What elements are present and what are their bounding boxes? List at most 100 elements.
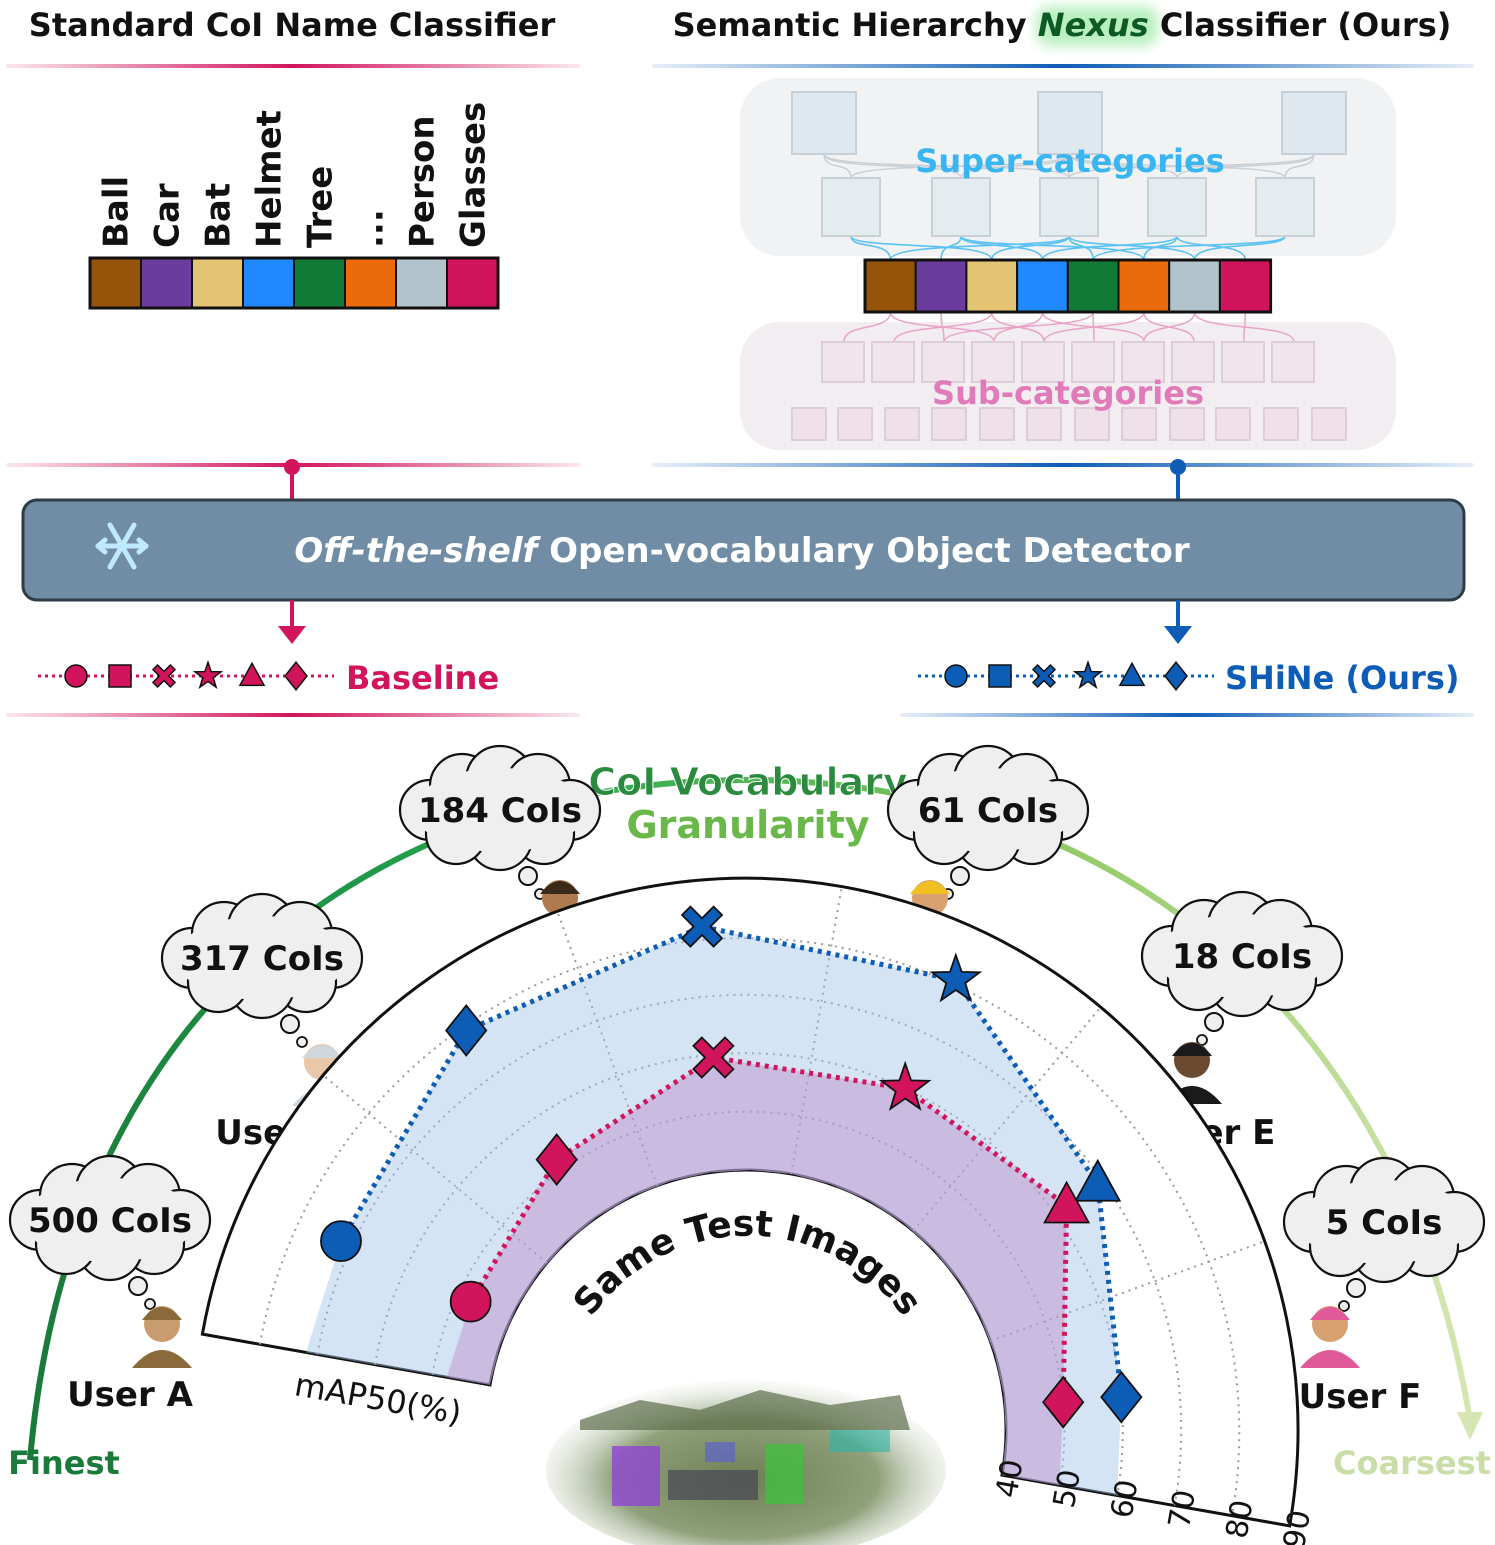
nexus-cell-7 — [1168, 259, 1221, 313]
radar-point-baseline-6 — [1042, 1375, 1085, 1429]
sub-node-b-11 — [1263, 407, 1299, 441]
radar-point-baseline-3 — [692, 1036, 735, 1079]
super-link — [1068, 153, 1071, 179]
super-to-class-link — [960, 235, 1044, 261]
super-to-class-link — [1143, 235, 1178, 261]
ours-output-arrowhead — [1164, 626, 1192, 644]
super-link — [850, 153, 1071, 179]
legend-baseline-underline — [6, 713, 580, 717]
granularity-label-2: Granularity — [626, 803, 869, 847]
class-to-sub-link — [1243, 311, 1246, 343]
legend-ours-label: SHiNe (Ours) — [1225, 659, 1459, 697]
legend-marker-diamond — [1164, 661, 1188, 691]
sub-node-b-10 — [1215, 407, 1251, 441]
detector-box — [21, 498, 1466, 602]
baseline-output-arrowhead — [278, 626, 306, 644]
radar-point-ours-6 — [1100, 1370, 1143, 1424]
super-link — [1068, 153, 1315, 179]
radar-point-ours-2 — [445, 1004, 488, 1057]
super-link — [823, 153, 962, 179]
sub-node-b-9 — [1169, 407, 1205, 441]
right-title: Semantic Hierarchy Nexus Classifier (Our… — [673, 6, 1452, 44]
nexus-cell-4 — [1016, 259, 1069, 313]
sub-node-a-2 — [871, 341, 915, 383]
super-to-class-link — [960, 235, 1145, 261]
sub-category-nodes — [791, 341, 1347, 441]
ours-separator — [652, 463, 1474, 467]
radar-tick-90: 90 — [1277, 1508, 1318, 1545]
legend-ours-markers — [918, 659, 1214, 691]
super-node-top-1 — [791, 91, 857, 155]
detector-label: Off-the-shelf Open-vocabulary Object Det… — [294, 531, 1189, 571]
sub-node-b-8 — [1121, 407, 1157, 441]
class-label-8: Glasses — [454, 102, 494, 248]
sub-node-b-4 — [931, 407, 967, 441]
class-to-sub-link — [1143, 311, 1196, 343]
legend-marker-triangle — [238, 661, 266, 687]
sub-node-a-3 — [921, 341, 965, 383]
super-categories-label: Super-categories — [915, 142, 1224, 180]
radar-point-baseline-1 — [449, 1280, 492, 1323]
coarsest-label: Coarsest — [1333, 1444, 1491, 1482]
user-name-6: User F — [1299, 1377, 1422, 1417]
legend-marker-x — [1031, 663, 1057, 689]
sub-node-b-6 — [1026, 407, 1062, 441]
user-cloud-1 — [8, 1154, 212, 1310]
super-category-nodes — [791, 91, 1347, 237]
radar-tick-60: 60 — [1104, 1477, 1145, 1521]
user-name-1: User A — [67, 1375, 194, 1415]
legend-marker-circle — [944, 664, 968, 688]
super-to-class-link — [1092, 235, 1286, 261]
radar-line-ours — [338, 923, 1124, 1398]
radar-tick-70: 70 — [1162, 1487, 1203, 1531]
nexus-cell-6 — [1117, 259, 1171, 313]
nexus-cell-3 — [965, 259, 1019, 313]
nexus-cell-8 — [1218, 259, 1272, 313]
nexus-bar-frame — [863, 258, 1273, 314]
super-link — [1069, 153, 1178, 179]
left-title: Standard CoI Name Classifier — [29, 6, 556, 44]
user-avatar-1 — [132, 1306, 192, 1368]
sub-node-b-3 — [884, 407, 920, 441]
legend-marker-square — [108, 664, 132, 688]
nexus-cell-2 — [914, 259, 968, 313]
class-cell-8 — [446, 257, 499, 309]
class-cell-4 — [242, 257, 295, 309]
class-to-sub-link — [1043, 311, 1145, 343]
super-node-mid-5 — [1255, 177, 1315, 237]
radar-area-ours — [305, 926, 1122, 1496]
super-link — [1176, 153, 1315, 179]
granularity-arrowhead — [1457, 1412, 1483, 1440]
sub-node-b-12 — [1311, 407, 1347, 441]
super-to-class-link — [1193, 235, 1286, 261]
sub-node-a-7 — [1121, 341, 1165, 383]
super-to-class-link — [850, 235, 892, 261]
sub-node-a-9 — [1221, 341, 1265, 383]
legend-marker-square — [988, 664, 1012, 688]
super-node-mid-4 — [1147, 177, 1207, 237]
radar-area-baseline — [446, 1057, 1067, 1486]
radar-point-baseline-5 — [1043, 1180, 1091, 1224]
user-coi-count-3: 184 CoIs — [418, 791, 582, 831]
user-coi-count-1: 500 CoIs — [28, 1201, 192, 1241]
sub-node-a-1 — [821, 341, 865, 383]
super-to-class-link — [1041, 235, 1178, 261]
legend-marker-star — [192, 659, 224, 689]
class-label-1: Ball — [97, 176, 137, 248]
class-to-sub-link — [893, 311, 993, 343]
class-bar-frame — [88, 256, 500, 310]
legend-marker-triangle — [1118, 661, 1146, 687]
legend-baseline-markers — [38, 659, 334, 691]
class-to-sub-link — [843, 311, 892, 343]
super-link — [960, 153, 1071, 179]
legend-marker-star — [1072, 659, 1104, 689]
user-coi-count-4: 61 CoIs — [918, 791, 1058, 831]
class-label-7: Person — [403, 115, 443, 248]
user-cloud-4 — [886, 744, 1090, 900]
class-cell-5 — [293, 257, 346, 309]
class-cell-7 — [395, 257, 448, 309]
granularity-arc — [27, 776, 1473, 1461]
super-node-mid-2 — [931, 177, 991, 237]
